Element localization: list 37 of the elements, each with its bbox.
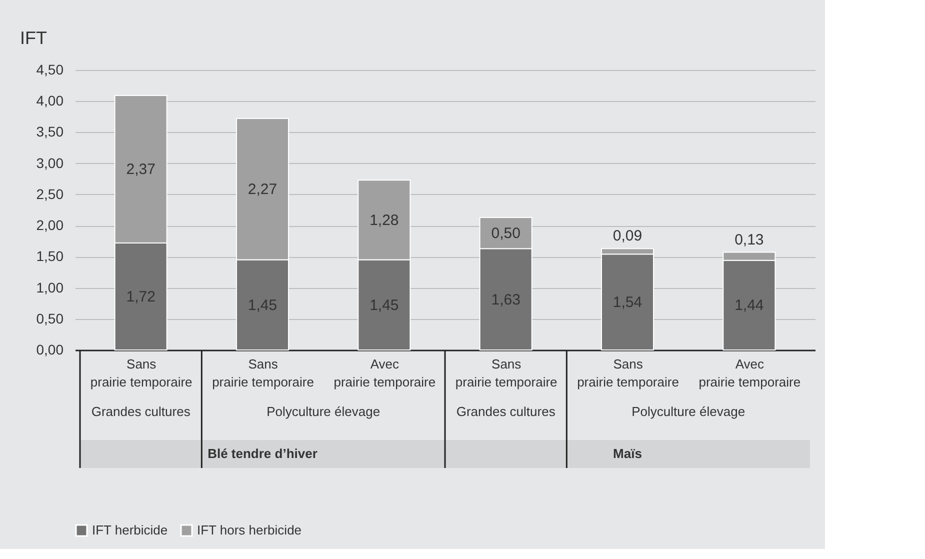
y-tick-label: 4,00 bbox=[36, 92, 64, 109]
data-label: 1,28 bbox=[370, 212, 399, 229]
data-label: 0,50 bbox=[491, 225, 520, 242]
data-label: 1,72 bbox=[126, 288, 156, 306]
y-tick-label: 1,50 bbox=[36, 248, 64, 264]
text: Grandes cultures bbox=[91, 404, 191, 419]
data-label: 0,09 bbox=[612, 228, 642, 245]
x-tick-label: Sans prairie temporaire bbox=[212, 356, 314, 390]
data-label: 1,63 bbox=[491, 291, 520, 308]
y-tick-label: 2,50 bbox=[36, 186, 64, 202]
y-tick-label: 1,00 bbox=[36, 279, 64, 296]
data-label: 2,27 bbox=[248, 181, 278, 198]
data-label: 0,13 bbox=[734, 231, 764, 248]
y-tick-label: 3,50 bbox=[36, 124, 64, 140]
y-tick-label: 2,00 bbox=[36, 217, 64, 234]
legend-label: IFT herbicide bbox=[92, 522, 168, 538]
data-label: 1,44 bbox=[734, 297, 764, 314]
x-tick-label: Sans prairie temporaire bbox=[455, 356, 558, 390]
text: Polyculture élevage bbox=[266, 404, 380, 419]
text: Maïs bbox=[613, 446, 642, 461]
data-label: 1,45 bbox=[248, 296, 278, 314]
x-tick-label: Sans prairie temporaire bbox=[90, 356, 192, 390]
y-tick-label: 4,50 bbox=[36, 62, 64, 78]
legend-label: IFT hors herbicide bbox=[197, 522, 302, 538]
x-tick-label: Avec prairie temporaire bbox=[698, 356, 801, 390]
y-axis-title: IFT bbox=[20, 28, 47, 48]
text: Blé tendre d’hiver bbox=[208, 446, 318, 461]
x-tick-label: Sans prairie temporaire bbox=[577, 356, 679, 390]
y-tick-label: 0,00 bbox=[36, 342, 64, 358]
text: Grandes cultures bbox=[456, 404, 556, 419]
text: Polyculture élevage bbox=[632, 404, 746, 419]
y-tick-label: 0,50 bbox=[36, 310, 64, 326]
x-tick-label: Avec prairie temporaire bbox=[334, 356, 436, 390]
data-label: 1,54 bbox=[612, 294, 642, 312]
data-label: 1,45 bbox=[370, 296, 399, 314]
data-label: 2,37 bbox=[126, 161, 156, 178]
y-tick-label: 3,00 bbox=[36, 154, 64, 171]
